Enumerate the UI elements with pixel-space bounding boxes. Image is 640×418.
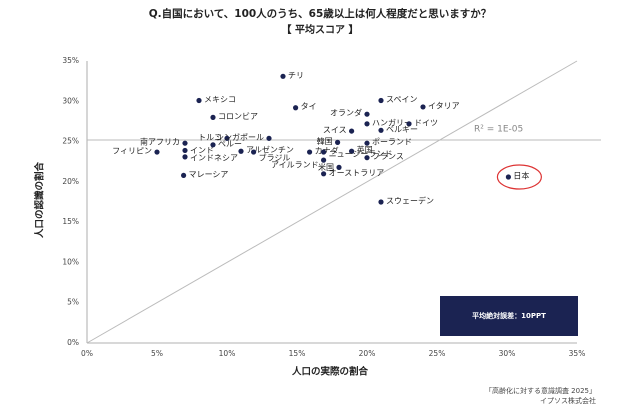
highlight — [496, 164, 543, 190]
point-label: シンガポール — [216, 132, 264, 142]
point-label: 日本 — [513, 171, 529, 181]
point — [364, 111, 370, 117]
point-label: タイ — [301, 102, 317, 111]
point-label: オーストラリア — [329, 168, 385, 177]
point-label: ベルギー — [386, 125, 418, 134]
point — [280, 73, 286, 79]
point-label: イタリア — [428, 101, 460, 110]
point-label: ポーランド — [372, 138, 412, 147]
point — [505, 174, 511, 180]
point-label: インドネシア — [190, 153, 238, 162]
x-tick-label: 10% — [219, 349, 236, 358]
y-tick-label: 20% — [62, 177, 79, 186]
y-tick-label: 25% — [62, 137, 79, 146]
point-label: ハンガリー — [372, 117, 412, 127]
note: 平均絶対誤差：10PPT — [472, 311, 546, 320]
y-tick-label: 10% — [62, 257, 79, 266]
point-label: 英国 — [357, 145, 373, 155]
y-axis-title: 人口の認識の割合 — [34, 162, 46, 239]
x-tick-label: 15% — [289, 349, 306, 358]
chart-title: Q.自国において、100人のうち、65歳以上は何人程度だと思いますか？ — [149, 7, 492, 20]
point — [266, 135, 272, 141]
point-label: ニュージーランド — [329, 150, 393, 159]
point-label: チリ — [288, 71, 304, 80]
point — [420, 104, 426, 110]
point — [154, 149, 160, 155]
point — [182, 147, 188, 154]
point — [321, 157, 327, 163]
point — [321, 171, 327, 177]
y-tick-label: 5% — [67, 298, 79, 307]
point — [210, 114, 216, 120]
note-box — [440, 296, 578, 336]
point — [181, 172, 187, 179]
point-label: ペルー — [218, 139, 242, 148]
y-tick-label: 30% — [62, 96, 79, 105]
diagonal — [86, 60, 578, 344]
point — [293, 105, 299, 111]
point — [336, 164, 342, 170]
x-axis-title: 人口の実際の割合 — [292, 366, 369, 378]
source: 「高齢化に対する意識調査 2025」 — [485, 386, 596, 395]
point — [210, 142, 216, 148]
point-label: ブラジル — [259, 153, 291, 163]
chart-subtitle: 【 平均スコア 】 — [282, 23, 359, 36]
y-tick-label: 0% — [67, 338, 79, 347]
point — [364, 121, 370, 127]
point-label: アルゼンチン — [246, 145, 294, 155]
point-label: フランス — [372, 152, 404, 161]
point-label: スペイン — [386, 95, 417, 104]
point — [182, 140, 188, 146]
point-label: アイルランド — [271, 161, 319, 170]
point — [321, 149, 327, 155]
point — [364, 140, 370, 146]
point-label: フィリピン — [112, 147, 152, 156]
point — [349, 148, 355, 154]
point-label: カナダ — [315, 146, 339, 156]
point — [364, 155, 370, 161]
x-tick-label: 5% — [151, 349, 163, 358]
point — [335, 139, 341, 145]
point — [406, 121, 412, 127]
point — [349, 128, 355, 134]
point-label: トルコ — [198, 133, 222, 142]
point — [251, 149, 257, 155]
x-tick-label: 20% — [359, 349, 376, 358]
point — [378, 127, 384, 133]
point — [224, 135, 230, 141]
x-tick-label: 35% — [569, 349, 586, 358]
point-label: 米国 — [318, 162, 334, 172]
point — [378, 97, 384, 104]
point-label: ドイツ — [414, 118, 438, 127]
x-tick-label: 30% — [499, 349, 516, 358]
point — [307, 149, 313, 155]
source: イプソス株式会社 — [540, 396, 596, 405]
point-label: 韓国 — [317, 136, 333, 146]
x-tick-label: 0% — [81, 349, 93, 358]
point-label: メキシコ — [204, 95, 236, 104]
point — [238, 148, 244, 154]
point-label: マレーシア — [189, 170, 229, 179]
point-label: スウェーデン — [386, 196, 434, 206]
point — [196, 97, 202, 104]
point — [378, 199, 384, 205]
r-squared: R² = 1E-05 — [474, 125, 523, 135]
y-tick-label: 15% — [62, 217, 79, 226]
y-tick-label: 35% — [62, 56, 79, 65]
point-label: インド — [190, 146, 214, 155]
point — [182, 154, 188, 160]
point-label: スイス — [323, 126, 347, 135]
x-tick-label: 25% — [429, 349, 446, 358]
point-label: コロンビア — [218, 112, 258, 121]
point-label: 南アフリカ — [140, 137, 180, 147]
point-label: オランダ — [330, 108, 362, 118]
